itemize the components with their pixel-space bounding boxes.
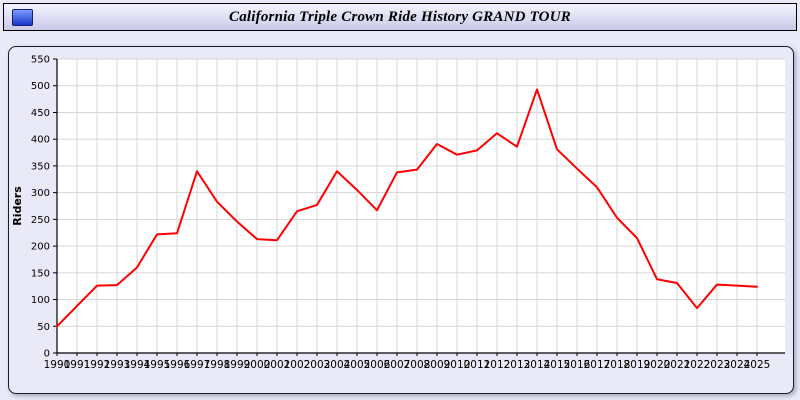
svg-text:200: 200 — [31, 242, 50, 253]
svg-text:2019: 2019 — [624, 359, 651, 371]
svg-text:1992: 1992 — [84, 359, 111, 371]
svg-text:550: 550 — [31, 55, 50, 66]
page-header: California Triple Crown Ride History GRA… — [3, 3, 797, 31]
svg-text:2014: 2014 — [524, 359, 551, 371]
svg-text:500: 500 — [31, 81, 50, 92]
svg-text:100: 100 — [31, 295, 50, 306]
chart-panel: 0 50 100 150 200 250 300 350 400 450 500 550 1990 199… — [8, 46, 794, 394]
svg-text:1997: 1997 — [184, 359, 211, 371]
svg-text:1990: 1990 — [44, 359, 71, 371]
svg-text:2024: 2024 — [724, 359, 751, 371]
svg-text:2023: 2023 — [704, 359, 731, 371]
svg-text:2009: 2009 — [424, 359, 451, 371]
svg-text:1991: 1991 — [64, 359, 91, 371]
svg-text:2000: 2000 — [244, 359, 271, 371]
svg-text:2001: 2001 — [264, 359, 291, 371]
svg-text:400: 400 — [31, 135, 50, 146]
svg-text:1999: 1999 — [224, 359, 251, 371]
svg-text:2002: 2002 — [284, 359, 311, 371]
svg-text:2010: 2010 — [444, 359, 471, 371]
chart-canvas: 0501001502002503003504004505005501990199… — [11, 55, 785, 371]
svg-text:2011: 2011 — [464, 359, 491, 371]
svg-text:1993: 1993 — [104, 359, 131, 371]
svg-text:1998: 1998 — [204, 359, 231, 371]
svg-text:2012: 2012 — [484, 359, 511, 371]
svg-text:2005: 2005 — [344, 359, 371, 371]
svg-text:2004: 2004 — [324, 359, 351, 371]
svg-text:1995: 1995 — [144, 359, 171, 371]
svg-text:2006: 2006 — [364, 359, 391, 371]
svg-text:150: 150 — [31, 268, 50, 279]
svg-text:2017: 2017 — [584, 359, 611, 371]
svg-text:2007: 2007 — [384, 359, 411, 371]
svg-text:2021: 2021 — [664, 359, 691, 371]
svg-text:2018: 2018 — [604, 359, 631, 371]
svg-text:450: 450 — [31, 108, 50, 119]
page-title: California Triple Crown Ride History GRA… — [229, 8, 571, 25]
svg-text:1994: 1994 — [124, 359, 151, 371]
site-logo-icon — [12, 9, 33, 26]
svg-text:250: 250 — [31, 215, 50, 226]
svg-text:1996: 1996 — [164, 359, 191, 371]
svg-text:0: 0 — [44, 349, 50, 360]
svg-text:50: 50 — [37, 322, 50, 333]
svg-text:2003: 2003 — [304, 359, 331, 371]
svg-text:2015: 2015 — [544, 359, 571, 371]
svg-text:2013: 2013 — [504, 359, 531, 371]
svg-text:2008: 2008 — [404, 359, 431, 371]
svg-text:2020: 2020 — [644, 359, 671, 371]
svg-text:2016: 2016 — [564, 359, 591, 371]
svg-text:2022: 2022 — [684, 359, 711, 371]
svg-text:2025: 2025 — [744, 359, 771, 371]
svg-text:Riders: Riders — [11, 186, 24, 226]
svg-text:350: 350 — [31, 161, 50, 172]
svg-text:300: 300 — [31, 188, 50, 199]
